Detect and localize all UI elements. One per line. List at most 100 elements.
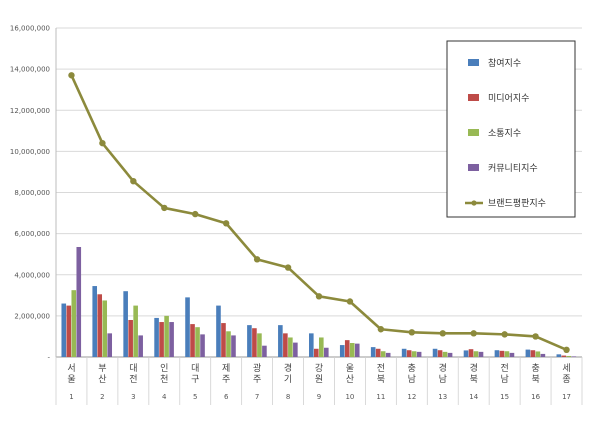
category-index: 8 — [286, 393, 290, 401]
bar-1 — [370, 347, 376, 357]
bar-4 — [509, 352, 515, 357]
bars — [61, 246, 577, 357]
bar-4 — [200, 334, 205, 357]
line-point — [68, 72, 75, 79]
category-index: 13 — [438, 393, 447, 401]
x-tick-label: 충 — [531, 363, 539, 374]
y-tick-label: 10,000,000 — [10, 148, 50, 156]
bar-2 — [468, 349, 474, 357]
x-tick-label: 전 — [501, 363, 509, 374]
x-tick-label: 주 — [253, 374, 261, 385]
x-tick-label: 기 — [284, 374, 292, 385]
bar-1 — [154, 317, 159, 357]
bar-3 — [164, 315, 169, 357]
x-tick-label: 경 — [470, 362, 478, 374]
category-index: 14 — [469, 393, 478, 401]
legend-entry: 미디어지수 — [488, 93, 529, 104]
y-tick-label: 14,000,000 — [10, 66, 50, 74]
bar-1 — [339, 345, 345, 357]
x-tick-label: 대 — [129, 363, 137, 374]
line-point — [532, 333, 539, 340]
line-point — [408, 329, 416, 336]
bar-3 — [411, 351, 417, 357]
bar-3 — [535, 351, 541, 357]
bar-4 — [231, 335, 236, 357]
bar-2 — [159, 322, 164, 357]
x-tick-label: 남 — [439, 374, 447, 385]
category-index: 16 — [531, 393, 540, 401]
y-tick-label: 4,000,000 — [14, 271, 50, 279]
category-index: 3 — [131, 393, 135, 401]
bar-4 — [107, 333, 113, 357]
line-point — [315, 293, 323, 300]
bar-2 — [190, 324, 195, 357]
bar-4 — [293, 342, 298, 357]
category-index: 1 — [69, 393, 73, 401]
legend-swatch — [468, 94, 479, 101]
category-index: 12 — [407, 393, 416, 401]
line-point — [470, 330, 477, 337]
x-tick-label: 충 — [408, 363, 416, 374]
x-tick-label: 남 — [408, 374, 416, 385]
bar-2 — [344, 340, 350, 357]
bar-2 — [406, 350, 412, 357]
bar-3 — [71, 290, 77, 357]
legend-marker — [471, 200, 477, 206]
bar-3 — [226, 331, 231, 357]
y-tick-label: - — [47, 354, 50, 362]
x-tick-label: 구 — [191, 374, 199, 385]
bar-4 — [169, 322, 174, 357]
x-tick-label: 대 — [191, 363, 199, 374]
bar-2 — [375, 348, 381, 357]
bar-1 — [185, 297, 190, 357]
y-tick-label: 2,000,000 — [14, 312, 50, 320]
bar-1 — [92, 286, 98, 357]
x-tick-label: 북 — [531, 374, 539, 385]
category-index: 2 — [100, 393, 104, 401]
line-point — [284, 264, 292, 271]
x-tick-label: 세 — [562, 363, 570, 374]
bar-1 — [247, 325, 252, 357]
bar-3 — [380, 351, 386, 357]
bar-4 — [540, 353, 546, 357]
bar-4 — [416, 351, 422, 357]
bar-3 — [257, 333, 262, 357]
legend-entry: 소통지수 — [488, 128, 521, 139]
bar-2 — [530, 350, 536, 357]
x-tick-label: 경 — [439, 362, 447, 374]
x-axis: 서울1부산2대전3인천4대구5제주6광주7경기8강원9울산10전북11충남12경… — [55, 357, 583, 405]
bar-3 — [349, 343, 355, 357]
bar-3 — [473, 351, 479, 357]
x-tick-label: 산 — [346, 374, 354, 385]
bar-4 — [478, 351, 484, 357]
line-point — [99, 139, 106, 147]
category-index: 10 — [345, 393, 354, 401]
x-tick-label: 종 — [562, 374, 570, 385]
bar-2 — [221, 323, 226, 357]
y-tick-label: 8,000,000 — [14, 189, 50, 197]
bar-2 — [561, 355, 567, 357]
bar-3 — [442, 351, 448, 357]
line-point — [253, 256, 261, 263]
bar-1 — [61, 303, 67, 357]
category-index: 11 — [376, 393, 385, 401]
bar-3 — [195, 327, 200, 357]
x-tick-label: 북 — [377, 374, 385, 385]
x-tick-label: 울 — [67, 374, 75, 385]
bar-1 — [278, 325, 283, 357]
category-index: 5 — [193, 393, 197, 401]
bar-1 — [123, 291, 128, 357]
category-index: 6 — [224, 393, 229, 401]
bar-3 — [288, 337, 293, 357]
bar-2 — [437, 350, 443, 357]
x-tick-label: 경 — [284, 362, 292, 374]
category-index: 15 — [500, 393, 509, 401]
category-index: 17 — [562, 393, 571, 401]
bar-1 — [525, 349, 531, 357]
bar-1 — [432, 348, 438, 357]
bar-3 — [102, 300, 108, 357]
bar-4 — [571, 356, 577, 357]
line-point — [192, 210, 199, 218]
bar-2 — [66, 305, 72, 357]
bar-1 — [556, 354, 562, 357]
